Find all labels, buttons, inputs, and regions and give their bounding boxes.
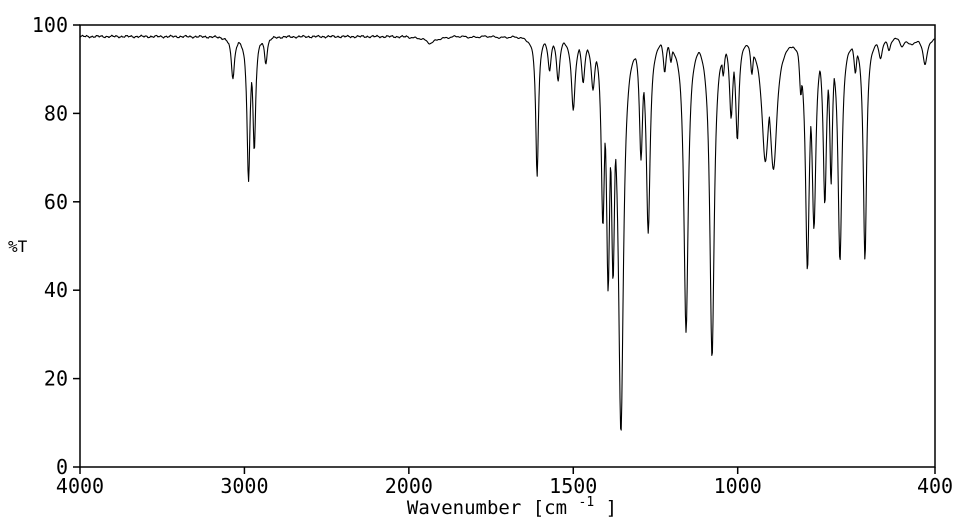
y-axis-ticks: 0 20 40 60 80 100 [32, 13, 80, 479]
plot-frame [79, 24, 936, 468]
y-tick-label: 80 [44, 101, 68, 125]
x-tick-label: 1000 [714, 474, 762, 498]
x-axis-ticks: 4000 3000 2000 1500 1000 400 [56, 467, 953, 498]
x-axis-title-text: Wavenumber [cm [407, 497, 567, 519]
spectrum-trace [79, 34, 936, 431]
y-tick-label: 100 [32, 13, 68, 37]
y-tick-label: 40 [44, 278, 68, 302]
y-tick-label: 20 [44, 367, 68, 391]
y-axis-title: %T [8, 237, 28, 256]
y-tick-label: 0 [56, 455, 68, 479]
x-axis-title-sup: -1 [579, 495, 595, 510]
y-tick-label: 60 [44, 190, 68, 214]
x-tick-label: 3000 [220, 474, 268, 498]
x-tick-label: 400 [917, 474, 953, 498]
x-tick-label: 4000 [56, 474, 104, 498]
x-axis-title: Wavenumber [cm -1 ] [407, 489, 617, 519]
x-tick-label: 1500 [549, 474, 597, 498]
x-axis-title-close: ] [606, 497, 617, 519]
x-tick-label: 2000 [385, 474, 433, 498]
